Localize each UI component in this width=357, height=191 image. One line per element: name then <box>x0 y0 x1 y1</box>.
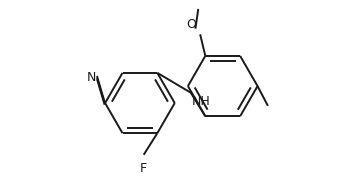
Text: O: O <box>186 18 196 31</box>
Text: NH: NH <box>192 95 211 108</box>
Text: N: N <box>86 71 96 84</box>
Text: F: F <box>140 162 147 175</box>
